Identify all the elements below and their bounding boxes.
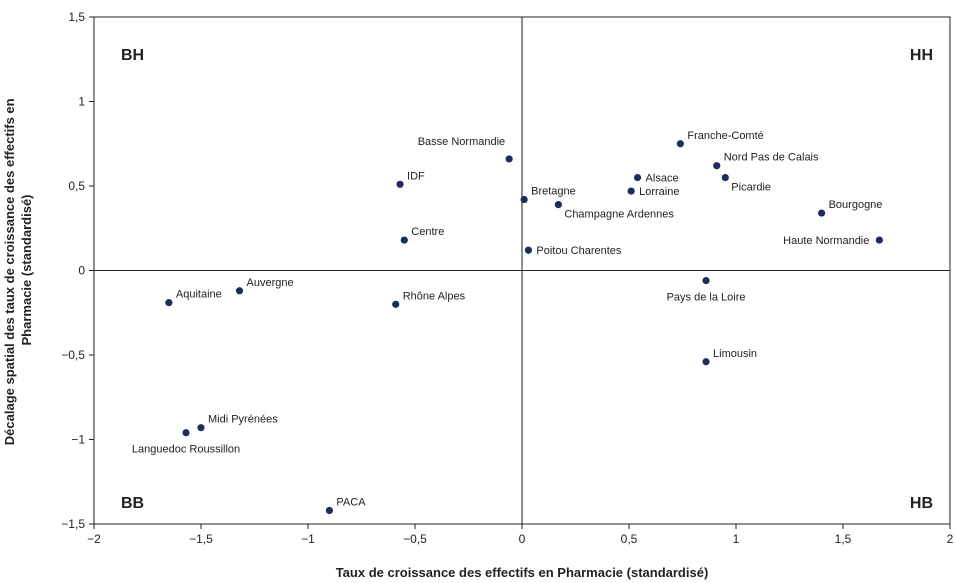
data-point-champagne-ardennes [554,200,562,209]
x-tick-label: −2 [87,532,101,546]
point-label-lorraine: Lorraine [639,186,679,198]
data-point-lorraine [627,187,635,195]
data-point-midi-pyr-n-es [197,424,205,432]
data-point-languedoc-roussillon [182,429,190,437]
y-tick-label: 1,5 [68,10,85,24]
point-label-paca: PACA [336,496,366,508]
data-point-haute-normandie [875,236,883,244]
data-point-basse-normandie [505,155,513,163]
data-point-centre [400,236,408,244]
point-label-bretagne: Bretagne [531,186,576,198]
y-tick-label: 1 [78,95,85,109]
y-tick-label: 0 [78,264,85,278]
point-label-auvergne: Auvergne [247,277,294,289]
x-tick-label: −0,5 [403,532,427,546]
y-tick-label: 0,5 [68,179,85,193]
point-label-pays-de-la-loire: Pays de la Loire [667,292,746,304]
data-points [165,140,883,515]
zero-axes [94,17,950,524]
x-tick-label: 1,5 [835,532,852,546]
data-point-pays-de-la-loire [702,277,710,285]
data-point-bretagne [520,195,528,204]
point-label-poitou-charentes: Poitou Charentes [536,245,621,257]
data-point-bourgogne [818,209,826,217]
x-tick-label: −1 [301,532,315,546]
x-axis-title: Taux de croissance des effectifs en Phar… [336,565,709,580]
x-tick-label: −1,5 [189,532,213,546]
data-point-auvergne [235,287,244,295]
data-point-labels: Basse Normandie IDF Centre Bretagne Champagn… [132,130,883,509]
point-label-idf: IDF [407,170,425,182]
quadrant-label-hb: HB [910,495,933,512]
quadrant-labels: BH HH BB HB [121,47,933,512]
quadrant-label-hh: HH [910,47,933,64]
data-point-limousin [702,358,710,366]
point-label-bourgogne: Bourgogne [829,199,883,211]
point-label-nord-pas-de-calais: Nord Pas de Calais [724,152,819,164]
y-axis-title: Décalage spatial des taux de croissance … [2,95,34,445]
quadrant-label-bb: BB [121,495,144,512]
data-point-idf [396,180,404,188]
point-label-franche-comt-: Franche-Comté [687,130,763,142]
point-label-picardie: Picardie [731,182,771,194]
data-point-rh-ne-alpes [392,300,400,308]
x-tick-label: 1 [733,532,740,546]
y-tick-label: −1,5 [61,517,85,531]
point-label-limousin: Limousin [713,348,757,360]
data-point-nord-pas-de-calais [713,162,721,170]
point-label-midi-pyr-n-es: Midi Pyrénées [208,414,278,426]
point-label-haute-normandie: Haute Normandie [783,235,869,247]
y-axis-title-line-2: Pharmacie (standardisé) [19,194,34,345]
data-point-aquitaine [165,299,173,307]
data-point-picardie [721,173,729,182]
point-label-alsace: Alsace [646,173,679,185]
quadrant-label-bh: BH [121,47,144,64]
data-point-alsace [633,173,642,182]
data-point-poitou-charentes [524,246,533,254]
data-point-franche-comt- [676,140,684,148]
x-tick-label: 0,5 [621,532,638,546]
point-label-centre: Centre [411,226,444,238]
data-point-paca [325,506,333,515]
point-label-basse-normandie: Basse Normandie [418,136,505,148]
point-label-languedoc-roussillon: Languedoc Roussillon [132,444,240,456]
point-label-rh-ne-alpes: Rhône Alpes [403,290,466,302]
point-label-aquitaine: Aquitaine [176,289,222,301]
y-tick-label: −0,5 [61,348,85,362]
y-tick-label: −1 [71,433,85,447]
x-tick-label: 0 [519,532,526,546]
x-tick-label: 2 [947,532,954,546]
point-label-champagne-ardennes: Champagne Ardennes [564,209,674,221]
y-axis-title-line-1: Décalage spatial des taux de croissance … [2,98,17,445]
axis-ticks: −2 −1,5 −1 −0,5 0 0,5 1 1,5 2−1,5−1−0,500,511,5 [61,10,953,546]
